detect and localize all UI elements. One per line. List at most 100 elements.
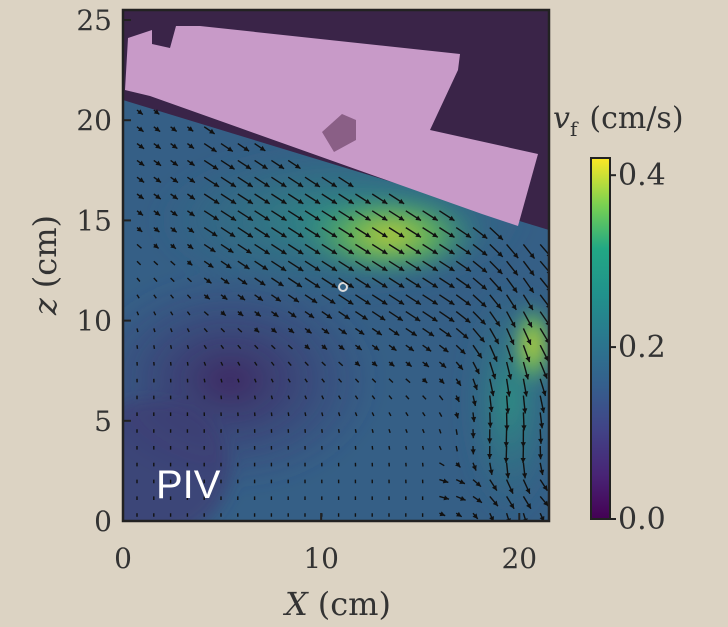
velocity-arrowhead xyxy=(381,198,388,204)
velocity-arrowhead xyxy=(442,478,449,484)
velocity-arrowhead xyxy=(525,488,531,494)
velocity-arrowhead xyxy=(306,328,312,334)
velocity-arrowhead xyxy=(294,163,301,169)
velocity-arrowhead xyxy=(398,232,405,238)
velocity-arrowhead xyxy=(481,267,488,273)
velocity-arrow xyxy=(287,378,291,383)
velocity-arrowhead xyxy=(493,338,499,345)
colorbar-ticks: 0.0 0.2 0.4 xyxy=(610,158,666,537)
velocity-arrowhead xyxy=(506,391,512,397)
velocity-arrowhead xyxy=(347,181,354,187)
x-axis-variable: X xyxy=(282,585,309,623)
velocity-arrow xyxy=(304,361,309,367)
velocity-arrow xyxy=(237,327,243,333)
velocity-arrowhead xyxy=(440,362,447,368)
velocity-arrow xyxy=(170,277,175,283)
velocity-arrow xyxy=(388,395,393,400)
velocity-arrowhead xyxy=(280,249,287,255)
velocity-arrowhead xyxy=(280,198,287,204)
velocity-arrowhead xyxy=(331,182,337,187)
velocity-arrowhead xyxy=(398,215,405,221)
velocity-arrowhead xyxy=(406,361,412,367)
velocity-arrow xyxy=(287,361,292,366)
velocity-arrowhead xyxy=(223,278,230,284)
velocity-arrowhead xyxy=(137,126,144,132)
velocity-arrowhead xyxy=(257,295,263,301)
velocity-arrowhead xyxy=(138,193,144,199)
velocity-arrow xyxy=(270,344,276,350)
velocity-arrowhead xyxy=(154,126,161,132)
velocity-arrow xyxy=(438,395,444,401)
velocity-arrowhead xyxy=(264,232,270,238)
velocity-arrow xyxy=(186,344,190,350)
velocity-arrow xyxy=(136,243,142,249)
velocity-arrowhead xyxy=(398,265,405,271)
velocity-arrow xyxy=(539,277,549,291)
velocity-arrowhead xyxy=(259,145,266,151)
velocity-arrow xyxy=(539,294,549,308)
velocity-arrowhead xyxy=(280,215,287,221)
velocity-arrowhead xyxy=(243,264,250,269)
velocity-arrow xyxy=(153,294,157,299)
velocity-arrowhead xyxy=(171,210,178,216)
velocity-arrow xyxy=(220,327,226,333)
velocity-arrowhead xyxy=(275,296,281,302)
x-axis-ticks: 0 10 20 xyxy=(114,513,537,575)
velocity-arrowhead xyxy=(442,346,449,353)
velocity-arrowhead xyxy=(381,232,388,238)
velocity-arrowhead xyxy=(314,249,321,255)
velocity-arrowhead xyxy=(272,311,279,317)
velocity-arrow xyxy=(522,512,527,521)
velocity-arrow xyxy=(354,412,358,417)
velocity-arrowhead xyxy=(210,146,217,152)
velocity-arrowhead xyxy=(528,287,534,293)
velocity-arrowhead xyxy=(487,422,493,428)
velocity-arrow xyxy=(169,328,173,333)
velocity-arrowhead xyxy=(455,461,461,468)
velocity-arrowhead xyxy=(448,232,455,238)
velocity-arrow xyxy=(388,378,394,384)
velocity-arrow xyxy=(321,361,327,367)
velocity-arrowhead xyxy=(470,433,476,439)
velocity-arrowhead xyxy=(356,344,362,350)
velocity-arrowhead xyxy=(459,348,466,355)
velocity-arrowhead xyxy=(172,160,178,166)
velocity-arrowhead xyxy=(480,319,486,325)
velocity-arrow xyxy=(304,412,307,417)
velocity-arrowhead xyxy=(509,339,515,345)
velocity-arrow xyxy=(136,328,139,333)
velocity-arrowhead xyxy=(457,364,463,370)
velocity-arrowhead xyxy=(207,262,214,268)
velocity-arrow xyxy=(170,260,176,266)
velocity-arrowhead xyxy=(528,304,533,311)
velocity-arrowhead xyxy=(415,215,421,221)
velocity-arrow xyxy=(505,512,510,521)
y-tick-label: 10 xyxy=(76,305,112,338)
velocity-arrowhead xyxy=(432,282,438,288)
velocity-arrowhead xyxy=(138,143,145,149)
velocity-arrowhead xyxy=(464,317,471,323)
velocity-arrow xyxy=(220,378,223,383)
velocity-arrow xyxy=(371,378,377,383)
velocity-arrowhead xyxy=(311,297,318,303)
velocity-arrow xyxy=(422,412,426,417)
velocity-arrow xyxy=(203,361,207,366)
velocity-arrowhead xyxy=(255,311,261,317)
velocity-arrowhead xyxy=(425,346,432,352)
velocity-arrowhead xyxy=(488,406,494,412)
velocity-arrowhead xyxy=(211,231,218,237)
velocity-arrowhead xyxy=(526,339,532,345)
y-axis-label: z (cm) xyxy=(26,215,64,316)
velocity-arrow xyxy=(405,395,410,400)
velocity-arrowhead xyxy=(376,330,382,336)
velocity-arrowhead xyxy=(297,232,304,238)
velocity-arrowhead xyxy=(277,281,284,287)
velocity-arrowhead xyxy=(448,266,455,271)
y-axis-ticks: 0 5 10 15 20 25 xyxy=(76,4,131,538)
velocity-arrowhead xyxy=(428,331,435,337)
velocity-arrows xyxy=(136,109,549,521)
velocity-arrowhead xyxy=(476,497,482,503)
velocity-arrowhead xyxy=(393,330,400,336)
velocity-field xyxy=(123,10,549,521)
